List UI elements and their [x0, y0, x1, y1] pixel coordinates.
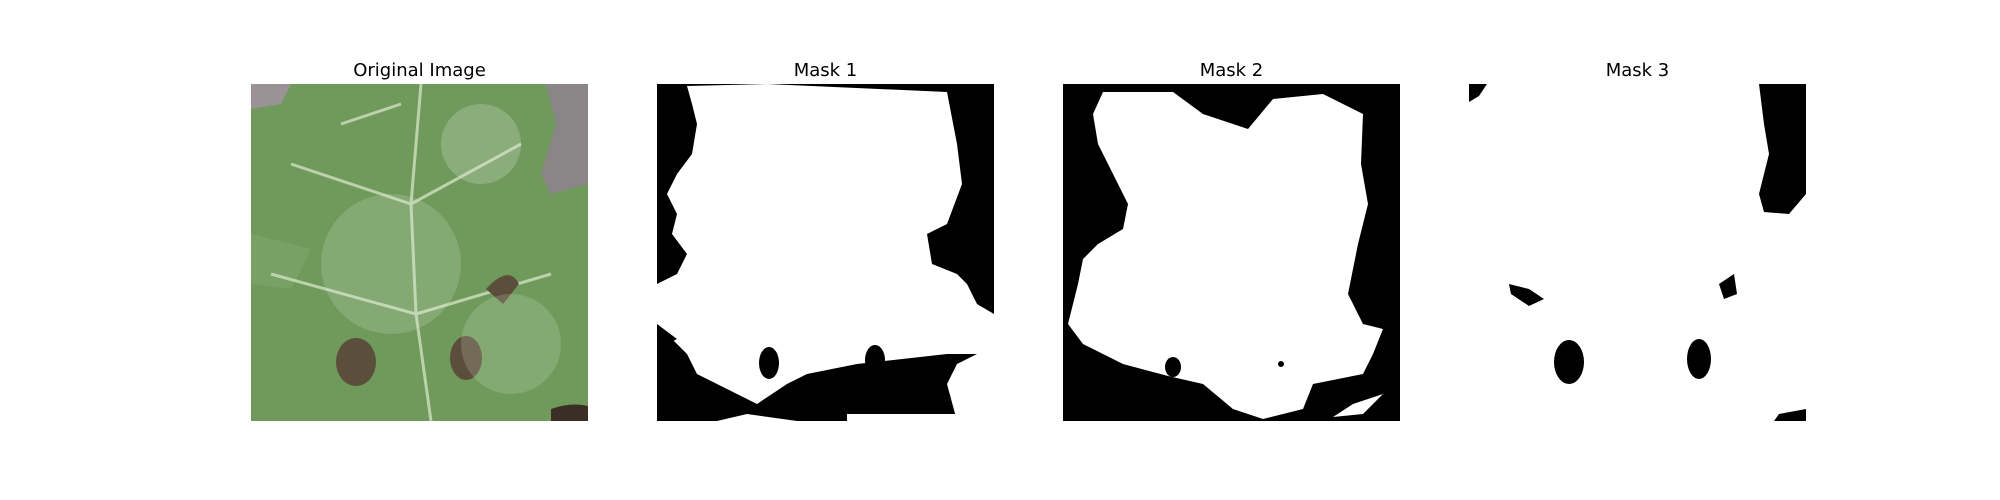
panel-mask-1: Mask 1	[657, 58, 994, 421]
panel-mask-3: Mask 3	[1469, 58, 1806, 421]
mask-3-image	[1469, 84, 1806, 421]
panel-title: Original Image	[353, 60, 486, 81]
panel-title: Mask 2	[1199, 60, 1264, 81]
panel-title: Mask 1	[793, 60, 858, 81]
panel-original-image: Original Image	[251, 58, 588, 421]
original-leaf-image	[251, 84, 588, 421]
panel-title: Mask 3	[1605, 60, 1670, 81]
mask-2-image	[1063, 84, 1400, 421]
mask-1-image	[657, 84, 994, 421]
panel-mask-2: Mask 2	[1063, 58, 1400, 421]
